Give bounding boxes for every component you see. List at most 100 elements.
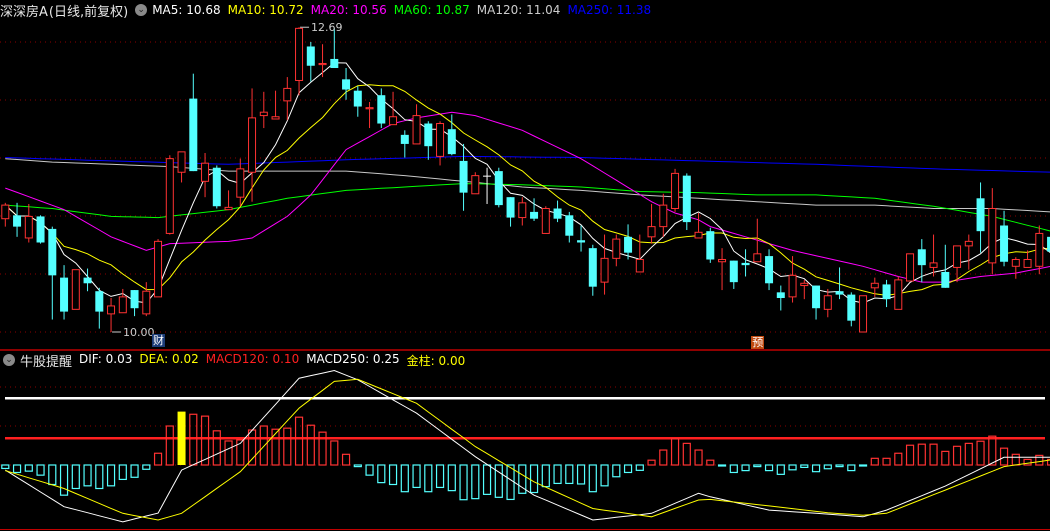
period-label: (日线,前复权): [48, 4, 129, 20]
histogram-bar: [518, 464, 527, 494]
candle-body: [165, 158, 174, 234]
candle-body: [941, 271, 950, 288]
candle-body: [142, 290, 151, 315]
histogram-bar: [71, 464, 80, 490]
candle-body: [306, 46, 315, 66]
candle-body: [988, 208, 997, 264]
candle-body: [48, 228, 57, 276]
histogram-bar: [212, 430, 221, 466]
candle-body: [283, 87, 292, 102]
histogram-bar: [858, 464, 868, 467]
ma-line-ma5: [4, 62, 1050, 304]
candle-body: [859, 295, 868, 333]
histogram-bar: [870, 457, 879, 466]
candle-body: [377, 95, 386, 124]
ma-line-ma250: [5, 155, 1050, 173]
candle-body: [447, 129, 456, 155]
candle-body: [600, 257, 609, 283]
candle-body: [483, 175, 492, 177]
legend-macd120: MACD120: 0.10: [205, 351, 300, 366]
candle-body: [177, 151, 186, 173]
candle-body: [541, 208, 550, 234]
chevron-down-circle-icon[interactable]: ⌄: [135, 4, 148, 16]
candle-body: [729, 260, 738, 283]
histogram-bar: [659, 449, 668, 466]
candle-body: [776, 292, 785, 299]
histogram-bar: [482, 464, 492, 495]
histogram-bar: [118, 464, 127, 481]
histogram-bar: [459, 464, 468, 501]
histogram-bar: [412, 464, 421, 489]
candle-body: [577, 240, 586, 243]
candle-body: [694, 231, 703, 239]
histogram-bar: [283, 427, 292, 466]
candle-body: [71, 269, 80, 310]
candle-body: [342, 79, 351, 90]
candle-body: [929, 262, 938, 268]
candle-body: [800, 282, 809, 287]
histogram-bar: [130, 464, 139, 478]
histogram-bar: [541, 464, 550, 488]
legend-ma5: MA5: 10.68: [152, 3, 221, 17]
histogram-bar: [435, 464, 445, 489]
candle-body: [741, 262, 750, 266]
indicator-name: 牛股提醒: [20, 354, 73, 370]
histogram-bar: [294, 416, 304, 466]
histogram-bar: [306, 424, 315, 466]
candle-body: [154, 240, 163, 298]
candle-body: [812, 285, 821, 309]
candle-body: [212, 167, 221, 207]
histogram-bar: [259, 425, 268, 466]
candle-body: [201, 162, 210, 182]
dif-line: [5, 369, 1050, 523]
legend-ma120: MA120: 11.04: [476, 3, 561, 17]
histogram-bar: [236, 439, 245, 466]
candle-body: [236, 168, 245, 198]
histogram-bar: [471, 464, 480, 500]
histogram-bar: [494, 464, 503, 498]
candle-body: [964, 240, 973, 247]
ma-line-ma60: [5, 183, 1050, 232]
candle-body: [917, 249, 926, 266]
histogram-bar: [388, 464, 398, 486]
legend-金柱: 金柱: 0.00: [406, 353, 466, 368]
candle-body: [365, 107, 374, 110]
candle-body: [1011, 258, 1020, 267]
chevron-down-circle-icon[interactable]: ⌄: [3, 354, 15, 366]
histogram-bar: [106, 464, 116, 487]
ma-line-ma10: [4, 84, 1050, 296]
histogram-bar: [36, 464, 45, 476]
candle-body: [847, 294, 856, 321]
candle-body: [1023, 258, 1032, 268]
main-chart-header: 深深房A (日线,前复权) ⌄ MA5: 10.68 MA10: 10.72 MA2…: [0, 0, 658, 20]
histogram-bar: [24, 464, 33, 472]
histogram-bar: [788, 464, 797, 471]
forecast-marker[interactable]: 预: [751, 336, 765, 349]
candle-body: [671, 172, 680, 210]
histogram-bar: [424, 464, 433, 493]
histogram-bar: [706, 459, 715, 466]
histogram-bar: [741, 464, 750, 472]
histogram-bar: [635, 464, 644, 471]
histogram-bar: [318, 431, 327, 466]
indicator-legend: DIF: 0.03 DEA: 0.02 MACD120: 0.10 MACD250: …: [79, 352, 472, 369]
candle-body: [95, 291, 104, 312]
histogram-bar: [717, 464, 727, 467]
histogram-bar: [529, 464, 539, 494]
histogram-bar: [729, 464, 738, 474]
histogram-bar: [694, 449, 703, 466]
finance-marker[interactable]: 财: [152, 334, 166, 347]
histogram-bar: [576, 464, 586, 485]
candle-body: [118, 296, 127, 314]
histogram-bar: [800, 464, 809, 469]
histogram-bar: [95, 464, 104, 490]
histogram-bar: [929, 443, 938, 466]
histogram-bar: [565, 464, 574, 485]
histogram-bar: [377, 464, 386, 484]
histogram-bar: [823, 464, 832, 470]
candle-body: [718, 258, 727, 263]
candle-body: [647, 226, 656, 238]
candle-body: [189, 98, 198, 172]
histogram-bar: [670, 438, 680, 466]
